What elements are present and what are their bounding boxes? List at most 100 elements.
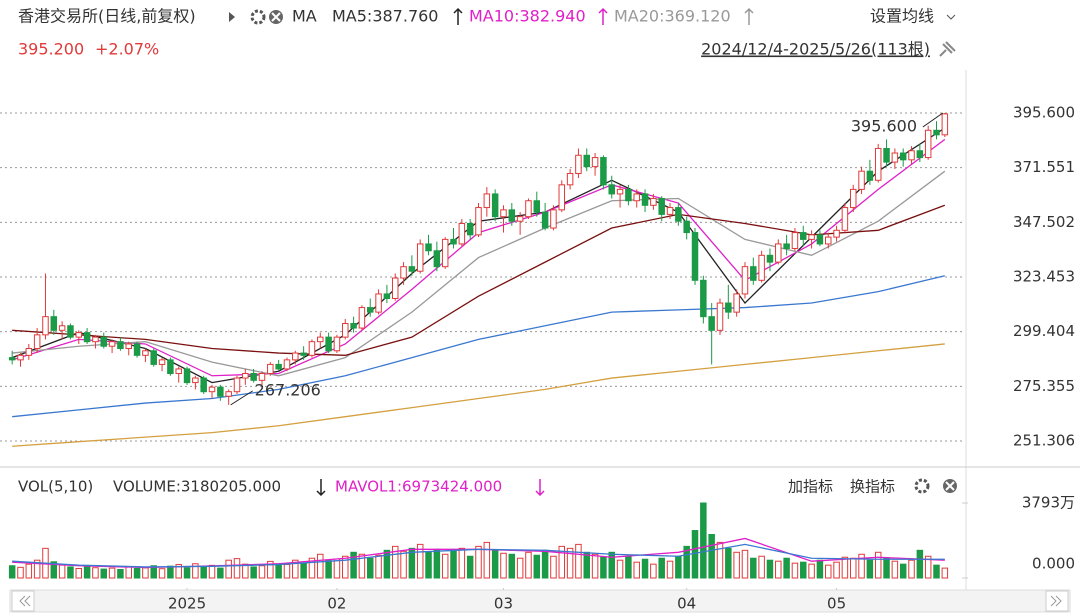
- candle-body: [516, 216, 524, 222]
- candle-body: [716, 302, 724, 331]
- volume-bar: [233, 558, 241, 579]
- volume-bar: [675, 555, 682, 579]
- candle-body: [941, 113, 949, 136]
- volume-bar: [292, 559, 299, 579]
- y-tick-label: 275.355: [1013, 377, 1075, 395]
- candle-body: [700, 279, 707, 318]
- ma-line: [12, 204, 946, 356]
- expand-icon[interactable]: [229, 12, 235, 22]
- candle-body: [183, 368, 191, 384]
- candle-body: [750, 266, 757, 281]
- volume-bar: [383, 549, 391, 579]
- volume-bar: [416, 543, 424, 579]
- add-indicator[interactable]: 加指标: [788, 478, 833, 496]
- candle-body: [108, 341, 116, 347]
- candle-body: [333, 336, 341, 352]
- volume-bar: [100, 568, 108, 579]
- candle-body: [583, 154, 591, 168]
- candle-body: [267, 363, 274, 375]
- candle-body: [375, 293, 382, 313]
- candle-body: [899, 152, 907, 161]
- trend-arrow: [744, 7, 754, 25]
- volume-bar: [158, 568, 166, 579]
- candle-body: [650, 197, 657, 206]
- gear-icon[interactable]: [250, 9, 266, 25]
- volume-bar: [783, 557, 790, 579]
- candle-body: [117, 341, 124, 350]
- candle-body: [849, 188, 857, 209]
- volume-bar: [866, 559, 874, 579]
- setting-button[interactable]: 设置均线: [870, 7, 934, 26]
- candle-body: [766, 254, 774, 263]
- volume-bar: [716, 541, 724, 579]
- candle-body: [791, 232, 799, 249]
- trend-arrow: [316, 479, 326, 497]
- volume-bar: [375, 554, 382, 579]
- legend-ma5: MA5:387.760: [332, 7, 438, 26]
- scroll-right[interactable]: [1045, 590, 1069, 612]
- volume-bar: [142, 567, 149, 579]
- volume-bar: [483, 541, 491, 579]
- scrollbar[interactable]: [9, 589, 1071, 613]
- candle-body: [883, 147, 890, 163]
- candle-body: [725, 302, 732, 313]
- candle-body: [924, 129, 932, 159]
- volume-bar: [275, 563, 282, 579]
- candle-body: [366, 307, 374, 313]
- candle-body: [308, 341, 316, 356]
- candle-body: [783, 243, 790, 249]
- candle-body: [575, 154, 582, 174]
- volume-bar: [441, 553, 449, 579]
- x-tick-label: 04: [677, 595, 696, 613]
- candle-body: [741, 266, 749, 295]
- volume-bar: [874, 551, 882, 579]
- candle-body: [33, 334, 41, 350]
- candle-body: [808, 234, 815, 240]
- candle-body: [633, 193, 640, 202]
- pin-icon[interactable]: [939, 41, 956, 57]
- candle-body: [8, 357, 16, 361]
- volume-bar: [633, 561, 640, 579]
- candle-body: [25, 348, 33, 356]
- scroll-left[interactable]: [11, 590, 35, 612]
- candle-body: [708, 316, 715, 331]
- candle-body: [317, 336, 324, 343]
- scroll-left-icon: [19, 595, 31, 607]
- volume-bar: [33, 559, 41, 579]
- volume-bar: [741, 549, 749, 579]
- candle-body: [441, 238, 449, 268]
- date-range[interactable]: 2024/12/4-2025/5/26(113根): [701, 40, 930, 59]
- candle-body: [858, 170, 865, 190]
- candle-body: [67, 325, 74, 338]
- volume-bar: [92, 567, 99, 579]
- switch-indicator[interactable]: 换指标: [850, 478, 895, 496]
- candle-body: [50, 316, 58, 331]
- candle-body: [625, 188, 632, 202]
- candle-body: [416, 243, 424, 272]
- candle-body: [75, 332, 83, 338]
- candle-body: [491, 193, 499, 218]
- candle-body: [658, 197, 665, 215]
- candle-body: [641, 193, 649, 206]
- gear-icon[interactable]: [914, 478, 930, 494]
- volume-bar: [175, 564, 182, 579]
- candle-body: [92, 336, 99, 343]
- volume-bar: [883, 557, 890, 579]
- volume-bar: [75, 568, 83, 579]
- volume-bar: [491, 549, 499, 579]
- candle-body: [42, 316, 49, 336]
- annotation-arrow: [922, 112, 944, 128]
- candle-body: [466, 222, 474, 236]
- mavol-line: [12, 543, 945, 568]
- volume-bar: [17, 566, 24, 579]
- volume-bar: [125, 566, 132, 579]
- candle-body: [541, 211, 549, 229]
- scroll-right-icon: [1050, 595, 1062, 607]
- candle-body: [450, 238, 457, 245]
- candle-body: [874, 147, 882, 181]
- volume-bar: [333, 558, 341, 579]
- candle-body: [425, 243, 432, 252]
- volume-bar: [217, 567, 224, 579]
- candle-body: [167, 359, 174, 375]
- volume-bar: [358, 553, 366, 579]
